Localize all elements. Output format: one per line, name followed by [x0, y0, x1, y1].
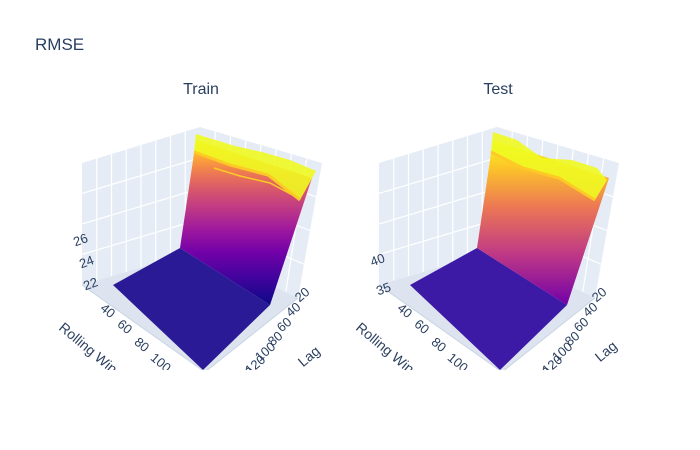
- y-axis-line: [378, 284, 501, 370]
- x-axis-line: [503, 297, 596, 370]
- train-subtitle: Train: [183, 81, 219, 98]
- grid-line: [81, 157, 201, 195]
- z-tick-label: 26: [71, 230, 90, 249]
- test-scene: 204060801001201404060801003540LagRolling…: [355, 127, 620, 389]
- grid-line: [81, 187, 201, 225]
- x-axis-title: Lag: [295, 343, 323, 370]
- grid-line: [378, 187, 498, 225]
- surface-ridge: [491, 132, 607, 200]
- grid-line: [378, 218, 498, 256]
- grid-line: [378, 157, 498, 195]
- x-tick-label: 140: [528, 364, 554, 389]
- surface-floor: [410, 248, 567, 370]
- train-scene: 20406080100120140406080100222426LagRolli…: [56, 127, 323, 389]
- surface-ridge-edge: [193, 150, 301, 202]
- x-axis-title: Lag: [592, 338, 620, 365]
- y-tick-label: 80: [429, 334, 450, 355]
- x-tick-label: 140: [231, 364, 257, 389]
- z-tick-label: 24: [77, 252, 96, 271]
- y-tick-label: 80: [132, 334, 153, 355]
- surface-contour: [213, 167, 299, 199]
- y-axis-line: [81, 284, 204, 370]
- chart-title: RMSE: [35, 35, 84, 54]
- z-tick-label: 22: [81, 274, 100, 293]
- y-tick-label: 100: [148, 350, 174, 375]
- z-tick-label: 35: [374, 279, 393, 298]
- surface-ridge: [194, 134, 316, 200]
- grid-line: [81, 218, 201, 256]
- surface-contour: [504, 161, 588, 197]
- surface-floor: [113, 248, 270, 370]
- x-axis-line: [206, 297, 299, 370]
- z-tick-label: 40: [368, 250, 387, 269]
- test-subtitle: Test: [483, 81, 513, 98]
- y-tick-label: 100: [445, 350, 471, 375]
